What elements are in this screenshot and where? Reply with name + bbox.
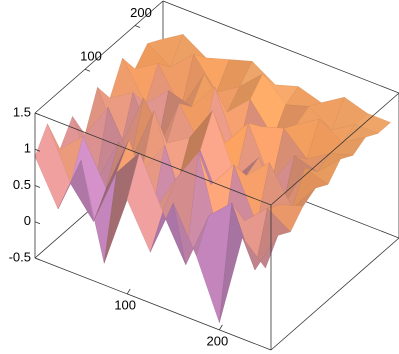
z-tick-label: 1.5: [13, 104, 31, 119]
box-edge: [34, 112, 272, 206]
z-tick: [34, 112, 41, 116]
z-tick: [34, 257, 41, 261]
x-tick: [126, 288, 131, 295]
x-tick-label: 100: [114, 297, 136, 312]
x-tick-label: 200: [207, 333, 229, 348]
z-tick-label: -0.5: [9, 249, 31, 264]
z-tick-label: 0: [24, 213, 31, 228]
box-edge: [34, 0, 164, 114]
box-edge: [270, 237, 399, 351]
box-edge: [162, 0, 399, 94]
z-tick: [34, 148, 41, 152]
box-edge: [34, 257, 272, 351]
z-tick: [34, 185, 41, 188]
z-tick-label: 1: [24, 141, 31, 156]
y-tick: [134, 25, 141, 28]
y-tick-label: 200: [130, 5, 152, 20]
box-edge: [270, 92, 399, 206]
y-tick: [84, 68, 91, 72]
z-tick-label: 0.5: [13, 177, 31, 192]
y-tick-label: 100: [80, 49, 102, 64]
z-tick: [34, 221, 41, 225]
x-tick: [219, 324, 223, 331]
